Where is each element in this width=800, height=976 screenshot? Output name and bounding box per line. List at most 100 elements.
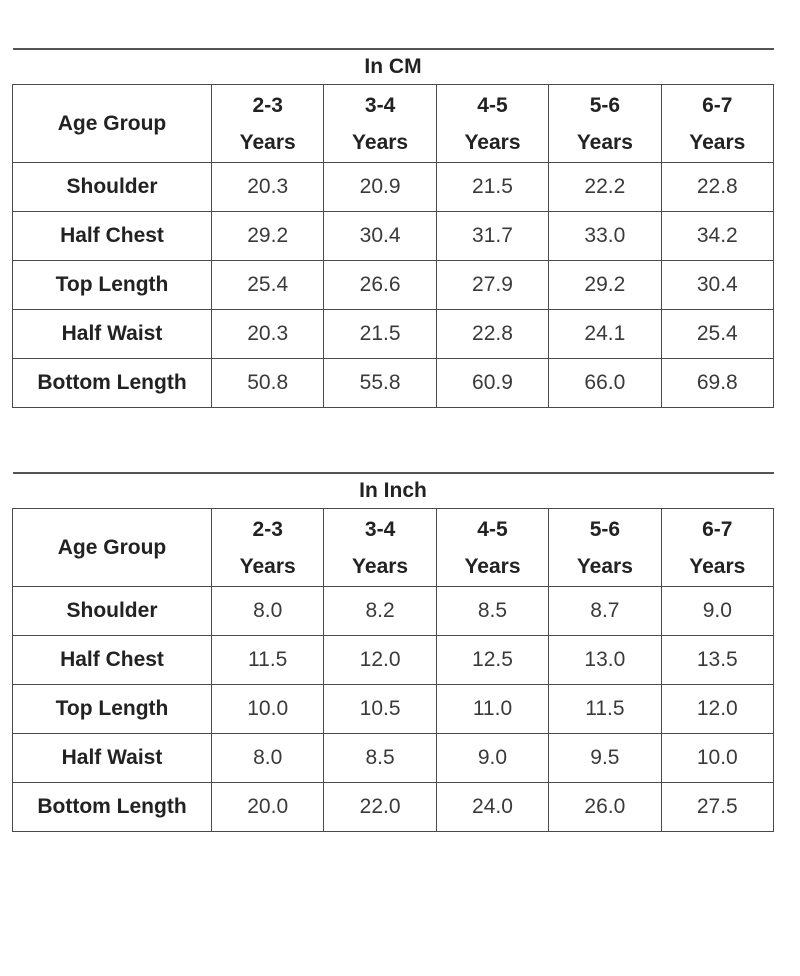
- table-cell: 20.3: [210, 309, 325, 359]
- table-cell: 34.2: [660, 211, 775, 261]
- table-cell: 25.4: [210, 260, 325, 310]
- row-label: Half Chest: [12, 635, 212, 685]
- row-label: Shoulder: [12, 586, 212, 636]
- table-cell: 27.9: [435, 260, 550, 310]
- table-cell: 55.8: [323, 358, 437, 408]
- age-group-header: Age Group: [12, 508, 212, 587]
- column-age-range: 3-4: [364, 93, 396, 117]
- table-row: Shoulder 8.0 8.2 8.5 8.7 9.0: [12, 586, 775, 636]
- table-row: Shoulder 20.3 20.9 21.5 22.2 22.8: [12, 162, 775, 212]
- table-title-row: In CM: [12, 48, 774, 85]
- column-age-range: 6-7: [702, 517, 733, 541]
- table-cell: 12.5: [435, 635, 550, 685]
- column-age-range: 2-3: [252, 517, 283, 541]
- table-cell: 8.0: [210, 733, 325, 783]
- table-cell: 60.9: [435, 358, 550, 408]
- table-row: Half Waist 20.3 21.5 22.8 24.1 25.4: [12, 309, 775, 359]
- table-cell: 8.5: [435, 586, 550, 636]
- column-header: 4-5 Years: [435, 84, 550, 163]
- row-label: Shoulder: [12, 162, 212, 212]
- table-title: In Inch: [12, 472, 774, 509]
- table-cell: 33.0: [548, 211, 662, 261]
- table-cell: 22.8: [435, 309, 550, 359]
- table-title-row: In Inch: [12, 472, 774, 509]
- table-cell: 9.5: [548, 733, 662, 783]
- table-title: In CM: [12, 48, 774, 85]
- table-cell: 22.2: [548, 162, 662, 212]
- table-cell: 22.8: [660, 162, 775, 212]
- column-age-range: 4-5: [477, 93, 508, 117]
- table-cell: 8.2: [323, 586, 437, 636]
- table-cell: 10.0: [660, 733, 775, 783]
- table-cell: 13.0: [548, 635, 662, 685]
- table-cell: 69.8: [660, 358, 775, 408]
- table-row: Bottom Length 20.0 22.0 24.0 26.0 27.5: [12, 782, 775, 832]
- column-header: 6-7 Years: [660, 508, 775, 587]
- table-cell: 24.0: [435, 782, 550, 832]
- table-cell: 10.0: [210, 684, 325, 734]
- column-age-range: 6-7: [702, 93, 733, 117]
- row-label: Bottom Length: [12, 358, 212, 408]
- table-cell: 20.0: [210, 782, 325, 832]
- size-table-cm: In CM Age Group 2-3 Years 3-4 Years 4-5 Yea…: [12, 48, 775, 408]
- table-cell: 8.0: [210, 586, 325, 636]
- column-age-range: 5-6: [589, 93, 621, 117]
- column-unit: Years: [689, 554, 746, 578]
- table-cell: 30.4: [660, 260, 775, 310]
- table-cell: 21.5: [323, 309, 437, 359]
- table-cell: 21.5: [435, 162, 550, 212]
- column-unit: Years: [464, 130, 521, 154]
- row-label: Half Waist: [12, 733, 212, 783]
- column-unit: Years: [352, 130, 409, 154]
- column-age-range: 2-3: [252, 93, 283, 117]
- column-header: 3-4 Years: [323, 508, 437, 587]
- column-header: 5-6 Years: [548, 84, 662, 163]
- column-header: 2-3 Years: [210, 508, 325, 587]
- table-cell: 29.2: [210, 211, 325, 261]
- column-unit: Years: [352, 554, 409, 578]
- table-cell: 12.0: [323, 635, 437, 685]
- column-age-range: 4-5: [477, 517, 508, 541]
- table-cell: 26.6: [323, 260, 437, 310]
- table-row: Half Chest 11.5 12.0 12.5 13.0 13.5: [12, 635, 775, 685]
- table-cell: 26.0: [548, 782, 662, 832]
- table-cell: 27.5: [660, 782, 775, 832]
- table-cell: 31.7: [435, 211, 550, 261]
- column-unit: Years: [689, 130, 746, 154]
- table-cell: 9.0: [435, 733, 550, 783]
- column-age-range: 3-4: [364, 517, 396, 541]
- column-age-range: 5-6: [589, 517, 621, 541]
- table-cell: 25.4: [660, 309, 775, 359]
- table-cell: 50.8: [210, 358, 325, 408]
- column-unit: Years: [576, 554, 633, 578]
- row-label: Top Length: [12, 684, 212, 734]
- table-cell: 22.0: [323, 782, 437, 832]
- row-label: Top Length: [12, 260, 212, 310]
- table-cell: 30.4: [323, 211, 437, 261]
- table-cell: 20.3: [210, 162, 325, 212]
- table-row: Top Length 25.4 26.6 27.9 29.2 30.4: [12, 260, 775, 310]
- column-header: 2-3 Years: [210, 84, 325, 163]
- table-cell: 66.0: [548, 358, 662, 408]
- table-row: Top Length 10.0 10.5 11.0 11.5 12.0: [12, 684, 775, 734]
- table-cell: 10.5: [323, 684, 437, 734]
- table-cell: 11.5: [548, 684, 662, 734]
- table-cell: 20.9: [323, 162, 437, 212]
- size-table-inch: In Inch Age Group 2-3 Years 3-4 Years 4-5 Y…: [12, 472, 775, 832]
- row-label: Half Chest: [12, 211, 212, 261]
- table-cell: 29.2: [548, 260, 662, 310]
- table-header-row: Age Group 2-3 Years 3-4 Years 4-5 Years 5-6…: [12, 84, 775, 163]
- row-label: Bottom Length: [12, 782, 212, 832]
- table-cell: 24.1: [548, 309, 662, 359]
- table-cell: 13.5: [660, 635, 775, 685]
- row-label: Half Waist: [12, 309, 212, 359]
- age-group-header: Age Group: [12, 84, 212, 163]
- column-unit: Years: [576, 130, 633, 154]
- table-row: Bottom Length 50.8 55.8 60.9 66.0 69.8: [12, 358, 775, 408]
- table-cell: 8.5: [323, 733, 437, 783]
- table-cell: 11.5: [210, 635, 325, 685]
- table-row: Half Waist 8.0 8.5 9.0 9.5 10.0: [12, 733, 775, 783]
- column-header: 5-6 Years: [548, 508, 662, 587]
- table-cell: 12.0: [660, 684, 775, 734]
- table-cell: 8.7: [548, 586, 662, 636]
